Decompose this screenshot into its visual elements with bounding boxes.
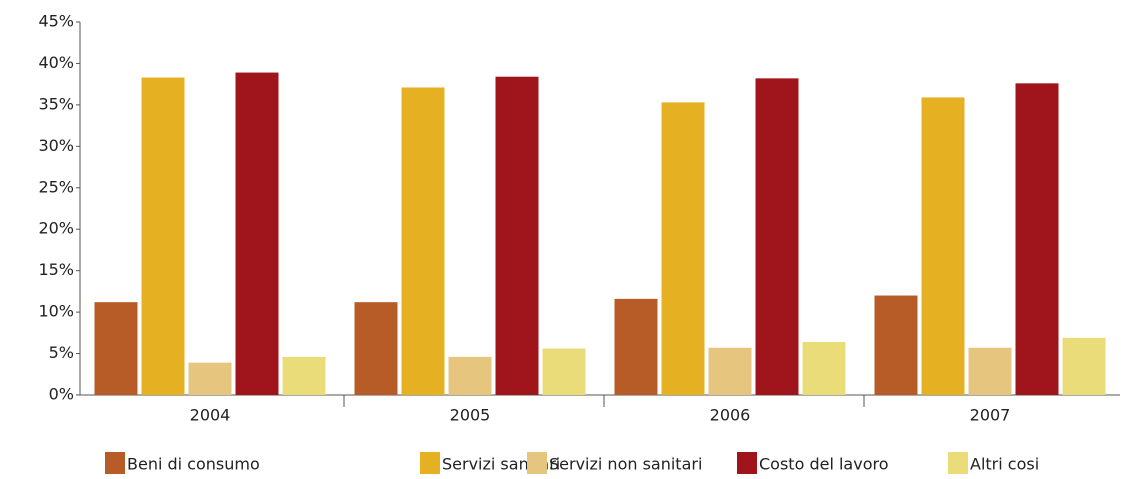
legend-label: Servizi non sanitari (549, 455, 702, 474)
y-tick-label: 0% (49, 385, 74, 404)
bar (282, 356, 326, 395)
x-tick-label: 2007 (970, 406, 1011, 425)
legend-swatch (105, 452, 125, 474)
bar (235, 72, 279, 395)
x-tick-label: 2005 (450, 406, 491, 425)
y-tick-label: 25% (38, 177, 74, 196)
bar (354, 302, 398, 395)
legend-label: Costo del lavoro (759, 455, 889, 474)
y-tick-label: 40% (38, 53, 74, 72)
y-tick-label: 5% (49, 343, 74, 362)
legend-swatch (737, 452, 757, 474)
bar (968, 347, 1012, 395)
legend-swatch (948, 452, 968, 474)
bar (141, 77, 185, 395)
bar (874, 295, 918, 395)
bar (755, 78, 799, 395)
legend-swatch (420, 452, 440, 474)
bar (802, 341, 846, 395)
y-tick-label: 45% (38, 12, 74, 31)
bar (921, 97, 965, 395)
bar (1015, 83, 1059, 396)
bar (94, 302, 138, 395)
bar (542, 348, 586, 395)
bar (401, 87, 445, 395)
y-tick-label: 30% (38, 136, 74, 155)
bar (1062, 337, 1106, 395)
legend-label: Altri cosi (970, 455, 1039, 474)
y-tick-label: 10% (38, 302, 74, 321)
bar (708, 347, 752, 395)
bar (188, 362, 232, 395)
bar (614, 298, 658, 395)
y-tick-label: 15% (38, 260, 74, 279)
bar (661, 102, 705, 395)
bar (448, 356, 492, 395)
x-tick-label: 2004 (190, 406, 231, 425)
y-tick-label: 20% (38, 219, 74, 238)
x-tick-label: 2006 (710, 406, 751, 425)
legend-label: Beni di consumo (127, 455, 260, 474)
legend-swatch (527, 452, 547, 474)
bar (495, 76, 539, 395)
y-tick-label: 35% (38, 94, 74, 113)
